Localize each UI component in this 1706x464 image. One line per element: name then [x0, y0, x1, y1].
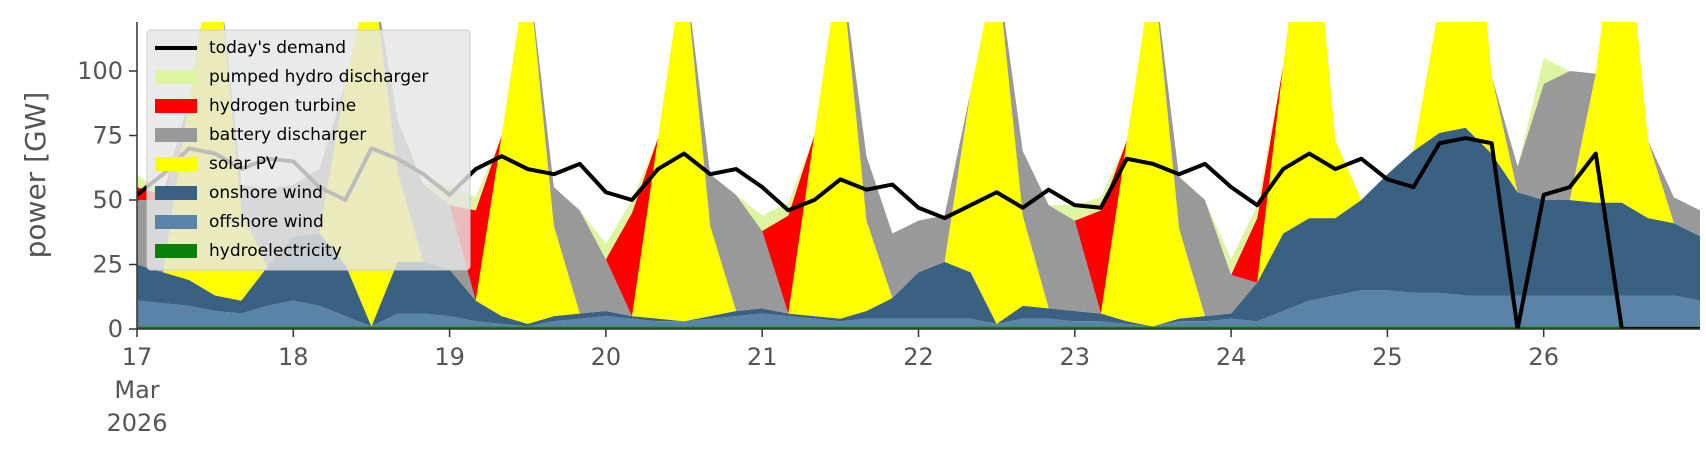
x-tick-label: 26: [1528, 343, 1559, 371]
legend-swatch: [155, 128, 197, 142]
x-tick-label: 25: [1372, 343, 1403, 371]
x-tick-label: 22: [903, 343, 934, 371]
x-tick-label: 17 Mar 2026: [106, 343, 167, 437]
legend-label: battery discharger: [209, 125, 366, 145]
ticks: 0 25 50 75 100 17 Mar 2026 18 19 20 21 22 23 24 25 26: [77, 57, 1559, 437]
legend-label: pumped hydro discharger: [209, 67, 428, 87]
x-tick-label: 24: [1216, 343, 1247, 371]
y-tick-label: 75: [92, 122, 123, 150]
area: [137, 127, 1700, 327]
y-tick-label: 25: [92, 251, 123, 279]
legend-swatch: [155, 99, 197, 113]
area: [137, 290, 1700, 327]
legend-box: [146, 29, 471, 271]
x-tick-label: 23: [1060, 343, 1091, 371]
legend-label: today's demand: [209, 38, 346, 58]
legend: today's demand pumped hydro discharger hyd…: [146, 29, 471, 271]
x-tick-label: 19: [434, 343, 465, 371]
x-tick-label: 21: [747, 343, 778, 371]
y-tick-label: 100: [77, 57, 123, 85]
x-tick-label: 20: [591, 343, 622, 371]
legend-label: offshore wind: [209, 212, 324, 232]
legend-label: onshore wind: [209, 183, 323, 203]
x-tick-label: 18: [278, 343, 309, 371]
y-tick-label: 50: [92, 186, 123, 214]
legend-label: hydroelectricity: [209, 241, 342, 261]
y-tick-label: 0: [108, 315, 123, 343]
legend-swatch: [155, 70, 197, 84]
legend-swatch: [155, 215, 197, 229]
legend-swatch: [155, 186, 197, 200]
legend-label: hydrogen turbine: [209, 96, 356, 116]
legend-swatch: [155, 244, 197, 258]
y-axis-label: power [GW]: [19, 92, 52, 259]
legend-swatch: [155, 157, 197, 171]
area: [137, 22, 1700, 327]
legend-label: solar PV: [209, 154, 278, 174]
area: [137, 22, 1700, 317]
